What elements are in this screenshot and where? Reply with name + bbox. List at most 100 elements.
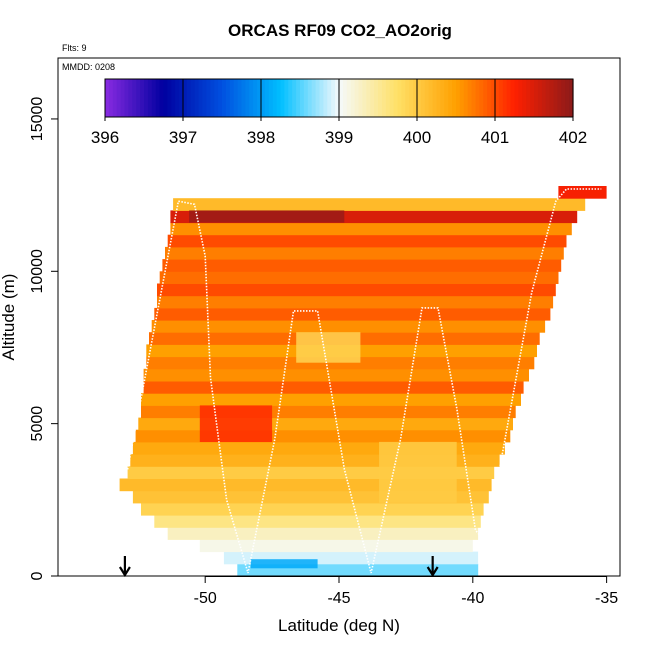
curtain-row-28 bbox=[170, 222, 572, 236]
colorbar-cell-92 bbox=[463, 79, 469, 117]
colorbar-cell-88 bbox=[448, 79, 453, 117]
mmdd-label: MMDD: 0208 bbox=[62, 62, 115, 72]
colorbar-cell-110 bbox=[534, 79, 539, 117]
y-tick-label-2: 10000 bbox=[29, 249, 46, 294]
colorbar-tick-label-6: 402 bbox=[559, 128, 587, 147]
colorbar-cell-82 bbox=[424, 79, 430, 117]
colorbar-cell-108 bbox=[526, 79, 531, 117]
x-tick-label-1: -45 bbox=[327, 590, 350, 607]
colorbar-cell-64 bbox=[354, 79, 360, 117]
colorbar-cell-48 bbox=[292, 79, 297, 117]
colorbar-cell-99 bbox=[491, 79, 496, 117]
colorbar-cell-112 bbox=[541, 79, 547, 117]
colorbar-cell-87 bbox=[444, 79, 449, 117]
colorbar-cell-65 bbox=[358, 79, 363, 117]
colorbar-cell-40 bbox=[261, 79, 266, 117]
colorbar-cell-34 bbox=[237, 79, 243, 117]
curtain-row-30 bbox=[173, 198, 586, 211]
colorbar-cell-58 bbox=[331, 79, 336, 117]
curtain-patch-4 bbox=[379, 441, 457, 503]
curtain-row-26 bbox=[165, 246, 564, 260]
colorbar-cell-50 bbox=[300, 79, 305, 117]
colorbar-cell-74 bbox=[393, 79, 399, 117]
colorbar-cell-59 bbox=[335, 79, 340, 117]
colorbar-cell-31 bbox=[225, 79, 231, 117]
curtain-row-31 bbox=[558, 186, 607, 199]
y-axis: 0 5000 10000 15000 bbox=[29, 97, 58, 580]
colorbar-cell-16 bbox=[167, 79, 172, 117]
colorbar-cell-76 bbox=[401, 79, 406, 117]
colorbar-cell-107 bbox=[522, 79, 527, 117]
colorbar-cell-75 bbox=[397, 79, 402, 117]
colorbar-cell-89 bbox=[452, 79, 457, 117]
colorbar-tick-label-5: 401 bbox=[481, 128, 509, 147]
arrow-icon-0 bbox=[118, 556, 131, 578]
colorbar-cell-106 bbox=[518, 79, 523, 117]
curtain-row-15 bbox=[143, 381, 524, 394]
colorbar-cell-116 bbox=[557, 79, 562, 117]
colorbar-cell-72 bbox=[385, 79, 391, 117]
colorbar-cell-55 bbox=[319, 79, 324, 117]
curtain-row-20 bbox=[151, 320, 546, 333]
colorbar-cell-119 bbox=[569, 79, 574, 117]
colorbar-cell-25 bbox=[202, 79, 207, 117]
colorbar-cell-73 bbox=[389, 79, 395, 117]
colorbar-cell-54 bbox=[315, 79, 321, 117]
colorbar-cell-95 bbox=[475, 79, 480, 117]
colorbar-cell-3 bbox=[116, 79, 122, 117]
colorbar-cell-11 bbox=[147, 79, 153, 117]
x-tick-label-3: -35 bbox=[595, 590, 618, 607]
colorbar-cell-101 bbox=[498, 79, 504, 117]
curtain-row-16 bbox=[143, 368, 529, 382]
curtain bbox=[119, 186, 607, 577]
colorbar-cell-69 bbox=[374, 79, 379, 117]
colorbar-cell-97 bbox=[483, 79, 488, 117]
curtain-patch-0 bbox=[250, 559, 318, 569]
colorbar-cell-105 bbox=[514, 79, 519, 117]
colorbar-cell-52 bbox=[307, 79, 313, 117]
colorbar-cell-18 bbox=[175, 79, 180, 117]
curtain-row-3 bbox=[167, 527, 479, 540]
curtain-row-17 bbox=[146, 356, 535, 370]
colorbar: 396 397 398 399 400 401 402 bbox=[91, 78, 587, 147]
colorbar-cell-49 bbox=[296, 79, 301, 117]
colorbar-cell-68 bbox=[370, 79, 375, 117]
colorbar-cell-22 bbox=[190, 79, 196, 117]
colorbar-cell-17 bbox=[171, 79, 176, 117]
colorbar-cell-84 bbox=[432, 79, 438, 117]
x-axis: -50 -45 -40 -35 bbox=[194, 576, 618, 607]
colorbar-cell-9 bbox=[140, 79, 145, 117]
colorbar-cell-77 bbox=[405, 79, 410, 117]
colorbar-cell-111 bbox=[537, 79, 543, 117]
colorbar-cell-13 bbox=[155, 79, 161, 117]
colorbar-cell-29 bbox=[218, 79, 223, 117]
colorbar-cell-60 bbox=[339, 79, 344, 117]
colorbar-cell-46 bbox=[284, 79, 289, 117]
arrow-icon-1 bbox=[426, 556, 439, 578]
colorbar-cell-23 bbox=[194, 79, 200, 117]
curtain-patch-1 bbox=[189, 210, 345, 223]
colorbar-cell-45 bbox=[280, 79, 285, 117]
x-tick-label-2: -40 bbox=[461, 590, 484, 607]
colorbar-cell-10 bbox=[144, 79, 149, 117]
colorbar-cell-96 bbox=[479, 79, 484, 117]
colorbar-cell-20 bbox=[183, 79, 188, 117]
curtain-row-27 bbox=[167, 234, 567, 248]
colorbar-cell-42 bbox=[268, 79, 274, 117]
colorbar-cell-1 bbox=[108, 79, 114, 117]
colorbar-cell-85 bbox=[436, 79, 441, 117]
colorbar-cell-32 bbox=[229, 79, 235, 117]
colorbar-tick-label-3: 399 bbox=[325, 128, 353, 147]
colorbar-cell-86 bbox=[440, 79, 445, 117]
colorbar-cell-94 bbox=[471, 79, 477, 117]
colorbar-cell-15 bbox=[163, 79, 168, 117]
colorbar-tick-label-4: 400 bbox=[403, 128, 431, 147]
colorbar-cell-26 bbox=[206, 79, 211, 117]
colorbar-cell-24 bbox=[198, 79, 204, 117]
colorbar-cell-109 bbox=[530, 79, 535, 117]
colorbar-cell-39 bbox=[257, 79, 262, 117]
x-tick-label-0: -50 bbox=[194, 590, 217, 607]
curtain-row-23 bbox=[157, 283, 556, 297]
curtain-patch-2 bbox=[296, 332, 361, 363]
